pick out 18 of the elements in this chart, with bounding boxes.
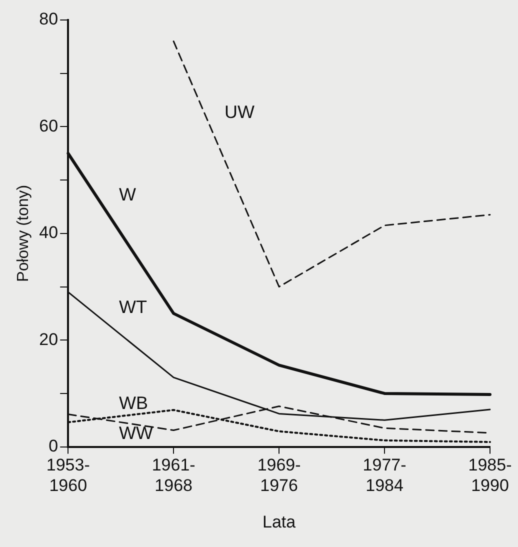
x-tick-label: 1953-1960: [46, 456, 90, 496]
line-series: [172, 40, 491, 288]
x-tick-label: 1969-1976: [257, 456, 301, 496]
x-tick-label: 1961-1968: [152, 456, 196, 496]
x-tick-label: 1977-1984: [362, 456, 406, 496]
y-tick-label: 80: [39, 10, 58, 29]
series-label: UW: [224, 102, 254, 122]
series-label: WB: [119, 392, 148, 413]
x-axis-title: Lata: [262, 512, 296, 532]
series-label: WW: [119, 422, 154, 443]
series-label: W: [119, 184, 136, 204]
y-tick-label: 60: [39, 116, 58, 136]
x-tick-label: 1985-1990: [468, 456, 512, 496]
y-tick-label: 0: [48, 436, 58, 456]
y-tick-label: 40: [39, 223, 58, 242]
series-label: WT: [119, 296, 148, 317]
y-tick-label: 20: [39, 330, 58, 349]
y-axis-title: Połowy (tony): [15, 184, 32, 282]
